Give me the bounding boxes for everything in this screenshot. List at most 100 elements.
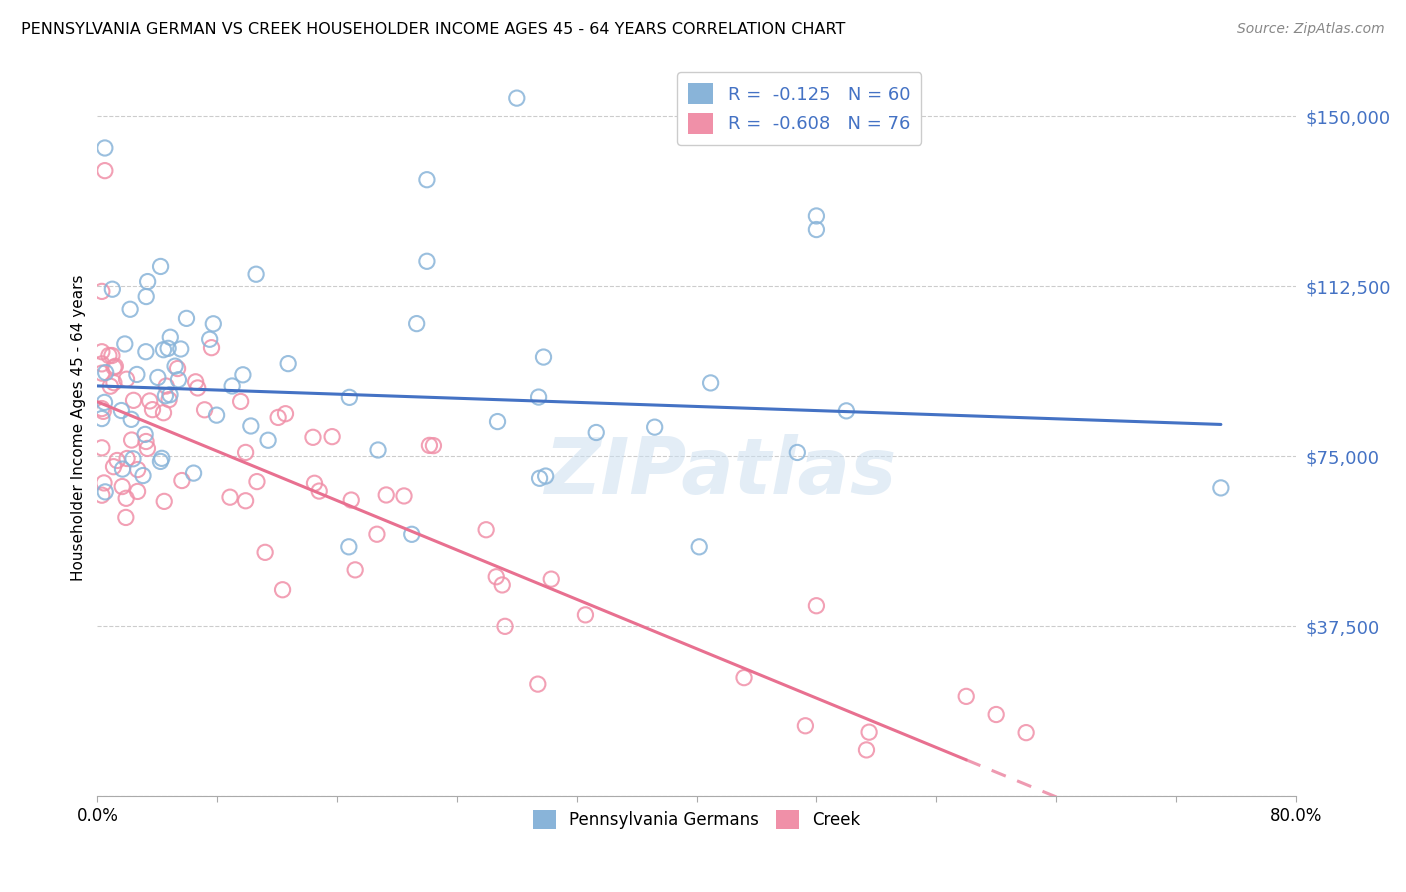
Point <box>136 275 159 289</box>
Point <box>574 607 596 622</box>
Point <box>229 394 252 409</box>
Point <box>138 394 160 409</box>
Point <box>533 350 555 364</box>
Point <box>375 488 398 502</box>
Point <box>90 401 112 416</box>
Point <box>120 302 142 317</box>
Point <box>527 390 550 404</box>
Point <box>340 493 363 508</box>
Point <box>786 445 808 459</box>
Point <box>205 408 228 422</box>
Point <box>955 690 977 704</box>
Point <box>486 415 509 429</box>
Point <box>302 430 325 444</box>
Point <box>146 370 169 384</box>
Point <box>153 494 176 508</box>
Point <box>187 381 209 395</box>
Point <box>152 343 174 357</box>
Point <box>157 392 180 407</box>
Point <box>366 527 388 541</box>
Point <box>101 282 124 296</box>
Point <box>267 410 290 425</box>
Point <box>93 475 115 490</box>
Point <box>111 479 134 493</box>
Point <box>135 289 157 303</box>
Point <box>165 359 187 373</box>
Point <box>90 411 112 425</box>
Point <box>308 484 330 499</box>
Point <box>235 445 257 459</box>
Point <box>98 379 121 393</box>
Point <box>103 360 125 375</box>
Point <box>277 357 299 371</box>
Point <box>232 368 254 382</box>
Point <box>152 406 174 420</box>
Point <box>506 91 529 105</box>
Point <box>94 484 117 499</box>
Point <box>699 376 721 390</box>
Point <box>494 619 516 633</box>
Point <box>416 254 439 268</box>
Point <box>115 451 138 466</box>
Point <box>235 493 257 508</box>
Point <box>104 359 127 374</box>
Point <box>794 719 817 733</box>
Point <box>304 476 326 491</box>
Point <box>105 453 128 467</box>
Point <box>198 332 221 346</box>
Point <box>475 523 498 537</box>
Point <box>194 402 217 417</box>
Point <box>416 172 439 186</box>
Point <box>246 475 269 489</box>
Point <box>855 743 877 757</box>
Point <box>155 379 177 393</box>
Point <box>122 393 145 408</box>
Point <box>183 466 205 480</box>
Point <box>986 707 1008 722</box>
Point <box>122 451 145 466</box>
Legend: Pennsylvania Germans, Creek: Pennsylvania Germans, Creek <box>526 803 868 836</box>
Point <box>135 344 157 359</box>
Point <box>274 407 297 421</box>
Point <box>166 361 188 376</box>
Point <box>585 425 607 440</box>
Point <box>101 349 124 363</box>
Point <box>90 441 112 455</box>
Point <box>111 462 134 476</box>
Point <box>155 389 177 403</box>
Point <box>271 582 294 597</box>
Point <box>485 570 508 584</box>
Point <box>157 342 180 356</box>
Point <box>418 438 440 452</box>
Point <box>337 390 360 404</box>
Point <box>184 375 207 389</box>
Point <box>392 489 415 503</box>
Y-axis label: Householder Income Ages 45 - 64 years: Householder Income Ages 45 - 64 years <box>72 275 86 581</box>
Point <box>94 141 117 155</box>
Point <box>132 468 155 483</box>
Point <box>120 412 142 426</box>
Point <box>121 433 143 447</box>
Point <box>115 491 138 506</box>
Point <box>337 540 360 554</box>
Point <box>134 427 156 442</box>
Text: ZIPatlas: ZIPatlas <box>544 434 897 510</box>
Point <box>835 404 858 418</box>
Point <box>806 222 828 236</box>
Point <box>90 366 112 380</box>
Point <box>540 572 562 586</box>
Point <box>1015 725 1038 739</box>
Point <box>90 357 112 371</box>
Point <box>136 442 159 456</box>
Point <box>644 420 666 434</box>
Text: Source: ZipAtlas.com: Source: ZipAtlas.com <box>1237 22 1385 37</box>
Point <box>858 725 880 739</box>
Point <box>90 344 112 359</box>
Point <box>367 442 389 457</box>
Point <box>527 677 550 691</box>
Point <box>125 368 148 382</box>
Point <box>529 471 551 485</box>
Point <box>405 317 427 331</box>
Point <box>170 342 193 356</box>
Point <box>176 311 198 326</box>
